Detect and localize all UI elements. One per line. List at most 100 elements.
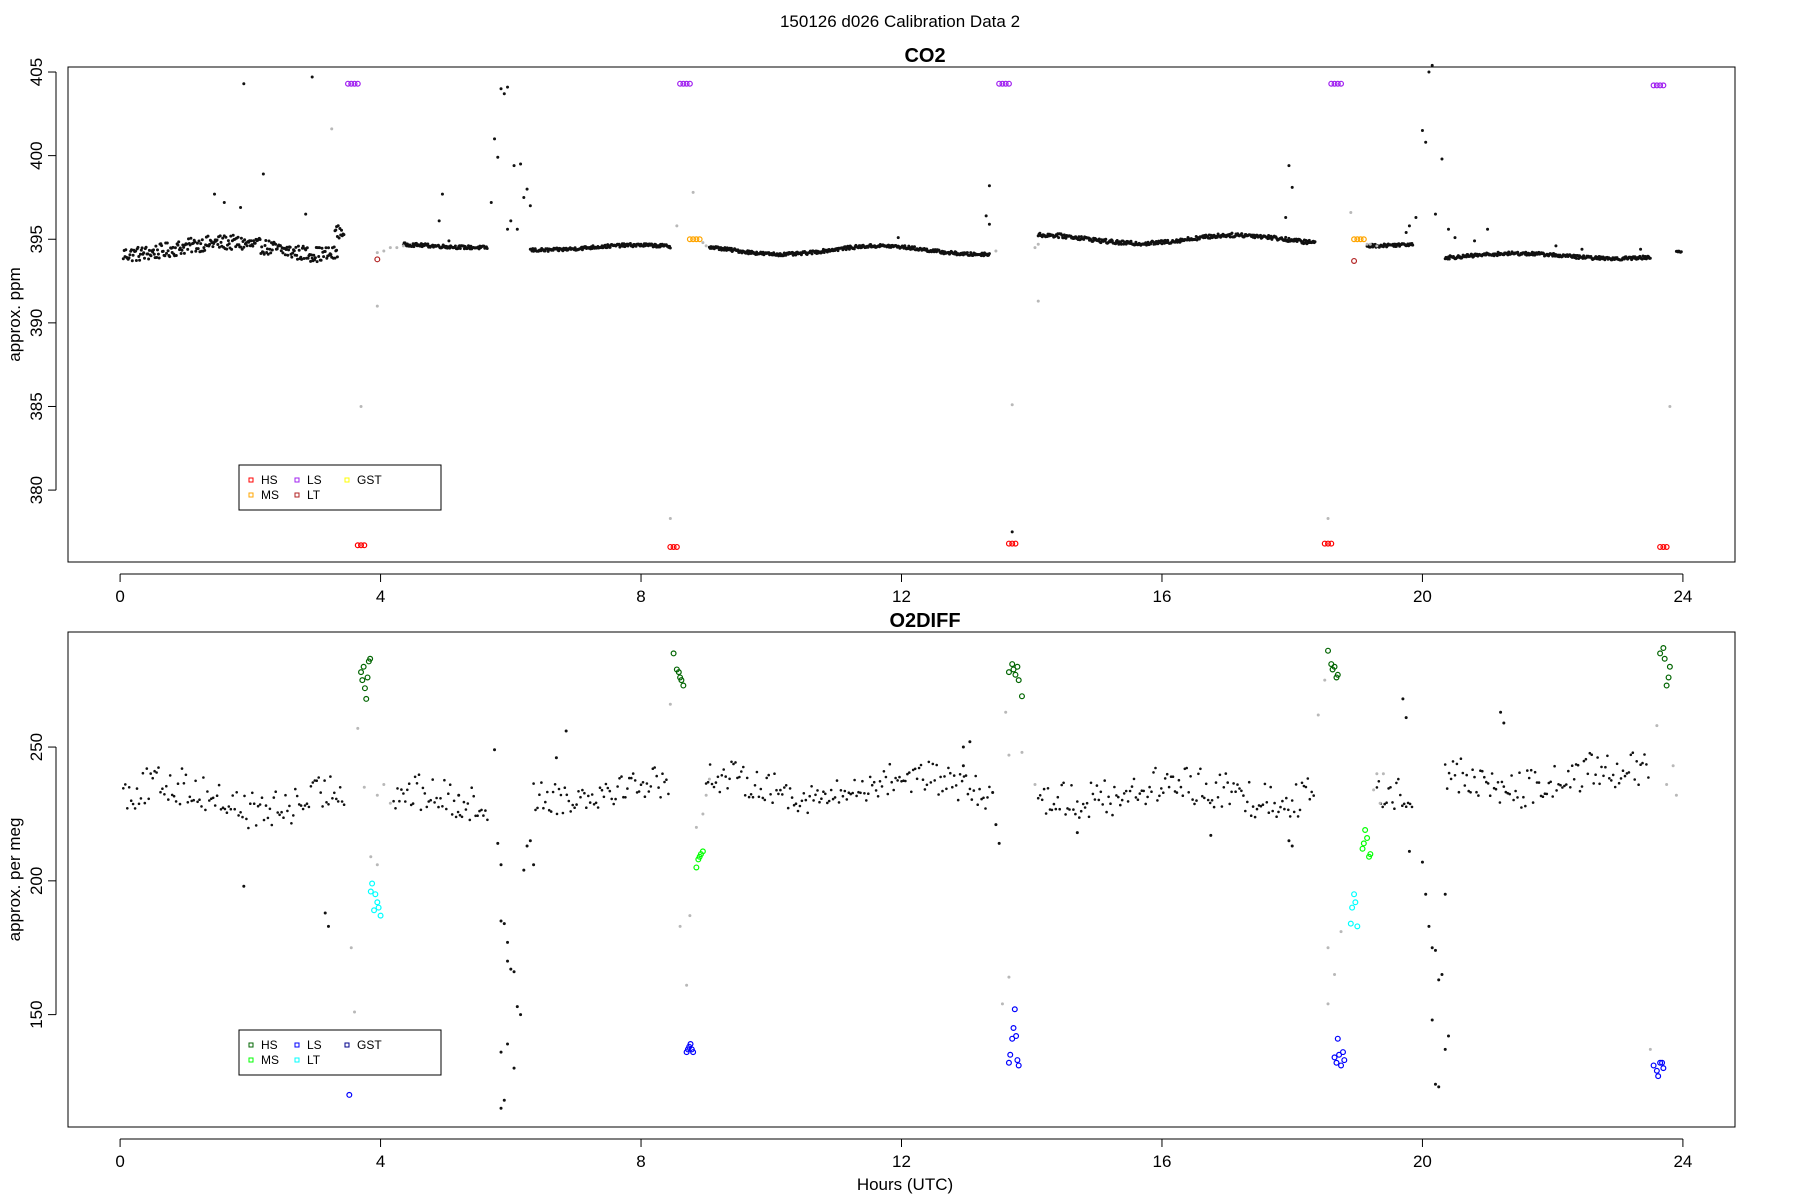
o2diff-sample-point xyxy=(282,816,285,819)
o2diff-sample-point xyxy=(323,779,326,782)
co2-outlier-point xyxy=(1290,185,1294,189)
co2-outlier-point xyxy=(515,227,519,231)
co2-sample-point xyxy=(309,259,313,263)
o2diff-sample-point xyxy=(1617,781,1621,785)
o2diff-sample-point xyxy=(1629,753,1633,757)
o2diff-sample-point xyxy=(867,792,870,795)
o2diff-sample-point xyxy=(888,762,892,766)
o2diff-sample-point xyxy=(1109,802,1112,805)
co2-sample-point xyxy=(225,247,229,251)
o2diff-sample-point xyxy=(1627,771,1631,774)
o2diff-gap-point xyxy=(1000,1002,1004,1006)
o2diff-cal-point-ls xyxy=(1005,1059,1012,1066)
co2-sample-point xyxy=(335,248,339,252)
co2-x-tick-label: 8 xyxy=(636,587,645,606)
o2diff-cal-point-ls xyxy=(1010,1024,1017,1031)
co2-sample-point xyxy=(333,256,337,260)
co2-outlier-point xyxy=(304,212,308,216)
o2diff-gap-point xyxy=(1020,750,1024,754)
o2diff-sample-point xyxy=(637,790,641,793)
co2-sample-point xyxy=(668,246,672,250)
co2-sample-point xyxy=(268,247,272,251)
o2diff-sample-point xyxy=(1502,785,1506,788)
o2diff-sample-point xyxy=(208,799,211,802)
o2diff-sample-point xyxy=(1557,783,1560,786)
o2diff-sample-point xyxy=(456,810,460,814)
o2diff-outlier-point xyxy=(1433,1082,1437,1086)
o2diff-sample-point xyxy=(392,799,395,803)
o2diff-sample-point xyxy=(1054,807,1058,811)
co2-sample-point xyxy=(187,237,190,241)
o2diff-sample-point xyxy=(1387,787,1390,790)
co2-outlier-point xyxy=(1284,216,1288,220)
co2-sample-point xyxy=(312,253,316,257)
o2diff-sample-point xyxy=(661,772,664,775)
o2diff-sample-point xyxy=(1559,783,1562,787)
o2diff-sample-point xyxy=(1531,801,1535,804)
o2diff-sample-point xyxy=(1533,770,1537,774)
co2-sample-point xyxy=(136,245,140,249)
o2diff-sample-point xyxy=(309,785,313,788)
co2-cal-point-ls xyxy=(677,80,684,87)
o2diff-sample-point xyxy=(1397,777,1400,781)
o2diff-sample-point xyxy=(814,793,817,797)
o2diff-sample-point xyxy=(590,793,594,796)
co2-sample-point xyxy=(160,244,164,248)
o2diff-outlier-point xyxy=(997,841,1001,845)
o2diff-cal-point-lt xyxy=(1354,923,1361,930)
o2diff-sample-point xyxy=(165,784,168,788)
co2-sample-point xyxy=(288,245,292,249)
o2diff-gap-point xyxy=(1372,788,1376,792)
co2-sample-point xyxy=(279,249,283,253)
o2diff-sample-point xyxy=(1463,784,1467,787)
co2-gap-point xyxy=(704,244,708,248)
co2-sample-point xyxy=(1267,234,1271,237)
co2-outlier-point xyxy=(502,92,506,96)
o2diff-sample-point xyxy=(851,791,854,795)
o2diff-sample-point xyxy=(1522,795,1525,799)
co2-outlier-point xyxy=(1433,212,1437,216)
co2-sample-point xyxy=(157,256,161,260)
o2diff-sample-point xyxy=(777,792,780,796)
o2diff-sample-point xyxy=(1451,760,1455,763)
o2diff-sample-point xyxy=(1481,769,1484,773)
o2diff-cal-point-hs xyxy=(1665,674,1672,681)
o2diff-gap-point xyxy=(1326,946,1330,950)
co2-y-tick-label: 405 xyxy=(27,58,46,86)
o2diff-outlier-point xyxy=(1430,1018,1434,1022)
o2diff-sample-point xyxy=(305,802,309,805)
o2diff-sample-point xyxy=(939,775,942,779)
o2diff-sample-point xyxy=(913,767,917,771)
co2-sample-point xyxy=(249,239,253,243)
co2-sample-point xyxy=(202,246,206,250)
o2diff-sample-point xyxy=(742,765,745,769)
o2diff-sample-point xyxy=(1643,753,1646,756)
o2diff-sample-point xyxy=(1641,761,1644,765)
o2diff-sample-point xyxy=(755,770,759,774)
o2diff-sample-point xyxy=(151,776,154,780)
o2diff-cal-point-lt xyxy=(1352,899,1359,906)
o2diff-sample-point xyxy=(620,775,623,778)
o2diff-cal-point-lt xyxy=(1351,891,1358,898)
co2-sample-point xyxy=(194,249,198,253)
co2-y-axis-label: approx. ppm xyxy=(5,267,24,362)
o2diff-sample-point xyxy=(663,780,666,784)
co2-sample-point xyxy=(260,245,264,249)
co2-sample-point xyxy=(130,248,133,252)
co2-sample-point xyxy=(144,245,148,249)
o2diff-sample-point xyxy=(583,791,586,795)
co2-cal-point-hs xyxy=(1657,543,1664,550)
co2-axis-ticks: 0 4 8 12 16 20 24 380 385 390 395 400 405 xyxy=(27,58,1692,606)
co2-sample-point xyxy=(179,252,183,255)
o2diff-sample-point xyxy=(1277,810,1280,814)
co2-sample-point xyxy=(258,238,262,241)
o2diff-sample-point xyxy=(876,795,880,798)
o2diff-x-tick-label: 24 xyxy=(1673,1152,1692,1171)
o2diff-sample-point xyxy=(810,785,813,788)
o2diff-sample-point xyxy=(1246,800,1249,804)
o2diff-sample-point xyxy=(155,771,158,774)
o2diff-sample-point xyxy=(653,766,656,769)
o2diff-cal-point-ms xyxy=(1359,845,1366,852)
co2-outlier-point xyxy=(1430,63,1434,67)
o2diff-sample-point xyxy=(923,788,927,791)
